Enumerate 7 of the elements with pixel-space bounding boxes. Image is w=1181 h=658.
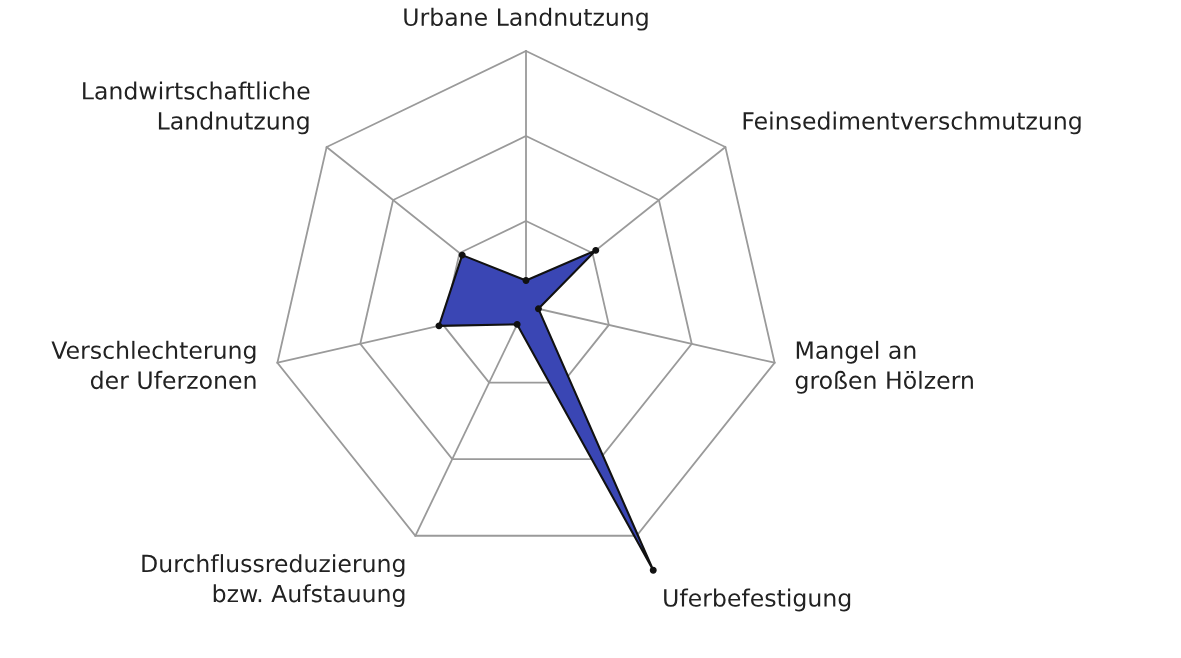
spoke-label: Uferbefestigung — [664, 588, 851, 612]
spoke-label: Urbane Landnutzung — [404, 7, 648, 31]
spoke-label: Durchflussreduzierung bzw. Aufstauung — [142, 554, 405, 608]
spoke-label: Feinsedimentverschmutzung — [743, 111, 1081, 135]
spoke-label: Landwirtschaftliche Landnutzung — [83, 81, 310, 135]
spoke-label: Verschlechterung der Uferzonen — [51, 340, 256, 390]
spoke-label: Mangel an großen Hölzern — [795, 340, 973, 394]
